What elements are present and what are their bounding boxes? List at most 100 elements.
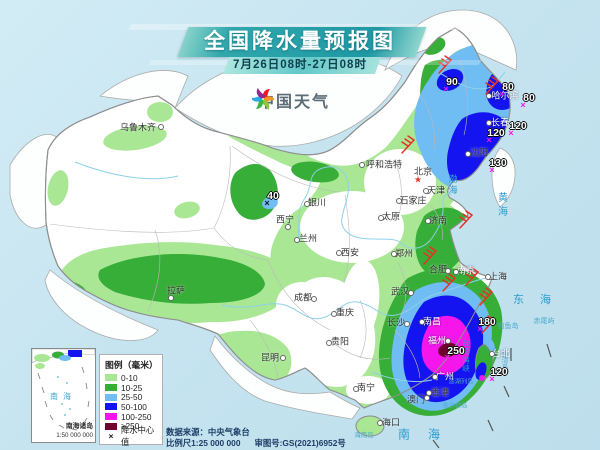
precip-center-value: 90 — [446, 76, 458, 88]
city-label: 呼和浩特 — [365, 159, 403, 170]
city-label: 沈阳 — [469, 147, 489, 158]
scale-and-approval: 比例尺1:25 000 000 审图号:GS(2021)6952号 — [166, 437, 346, 449]
map-scale: 比例尺1:25 000 000 — [166, 438, 241, 448]
legend-title: 图例（毫米） — [105, 360, 158, 370]
city-dot — [168, 295, 174, 301]
legend-item: 25-50 — [105, 392, 162, 402]
city-dot — [304, 201, 310, 207]
city-dot — [423, 188, 429, 194]
legend-label: 0-10 — [121, 372, 138, 383]
precip-center-value: 80 — [523, 92, 535, 104]
boundary-dash — [503, 385, 510, 398]
city-dot — [391, 251, 397, 257]
boundary-dash — [487, 419, 494, 432]
legend-label: ≥250 — [121, 421, 140, 432]
boundary-dash — [432, 439, 440, 449]
island-label: 赤尾屿 — [533, 318, 555, 325]
boundary-dash — [546, 343, 552, 358]
city-label: 南京 — [456, 265, 476, 276]
precip-center-marker: × — [499, 89, 505, 99]
city-dot — [486, 120, 492, 126]
city-label: 济南 — [428, 215, 448, 226]
city-label: 乌鲁木齐 — [119, 122, 157, 133]
precip-center-marker: × — [443, 84, 449, 94]
legend-label: 10-25 — [121, 382, 143, 393]
center-marker-label: 降水中心值 — [121, 424, 155, 447]
inset-mini-map — [32, 349, 95, 431]
city-dot — [432, 374, 438, 380]
city-label: 银川 — [307, 197, 327, 208]
foreign-land — [9, 9, 518, 420]
data-source: 数据来源：中央气象台 — [166, 427, 250, 437]
precip-center-value: 120 — [487, 127, 505, 139]
legend-label: 50-100 — [121, 401, 147, 412]
island-label: 钓鱼岛 — [497, 323, 519, 330]
southeast-rain-system — [378, 268, 503, 416]
precip-center-value: 120 — [490, 366, 508, 378]
sea-label: 台湾海峡 — [461, 339, 471, 373]
city-dot — [404, 321, 410, 327]
city-label: 上海 — [488, 271, 508, 282]
city-label: 台北 — [491, 348, 511, 359]
precip-center-value: 120 — [509, 120, 527, 132]
city-label: 贵阳 — [330, 336, 350, 347]
city-dot — [453, 269, 459, 275]
capital-label: 北京 — [413, 166, 433, 177]
city-dot — [359, 162, 365, 168]
legend-swatch — [105, 422, 117, 430]
city-dot — [353, 386, 359, 392]
city-dot — [378, 215, 384, 221]
city-dot — [377, 420, 383, 426]
precip-center-marker: × — [486, 135, 492, 145]
city-label: 兰州 — [298, 233, 318, 244]
city-label: 拉萨 — [166, 285, 186, 296]
city-dot — [326, 340, 332, 346]
city-label: 香港 — [430, 387, 450, 398]
precip-center-value: 80 — [502, 81, 514, 93]
city-label: 郑州 — [394, 248, 414, 259]
legend-swatch — [105, 393, 117, 401]
city-dot — [425, 218, 431, 224]
city-label: 福州 — [427, 335, 447, 346]
legend-swatch — [105, 384, 117, 392]
precip-center-marker: × — [264, 198, 270, 208]
city-label: 长沙 — [386, 317, 406, 328]
city-label: 西安 — [340, 247, 360, 258]
city-dot — [445, 268, 451, 274]
city-label: 澳门 — [406, 394, 426, 405]
china-weather-logo: 中国天气 — [252, 88, 330, 112]
city-dot — [465, 151, 471, 157]
city-label: 长春 — [490, 117, 510, 128]
legend-swatch — [105, 374, 117, 382]
city-label: 广州 — [435, 371, 455, 382]
city-dot — [336, 250, 342, 256]
legend-marker-row: × 降水中心值 — [105, 425, 162, 447]
city-dot — [311, 296, 317, 302]
precip-center-marker: × — [489, 165, 495, 175]
legend-items: 0-10 10-25 25-50 50-100 100-250 ≥250 — [105, 373, 162, 431]
inset-sea-label: 南海 — [50, 392, 76, 401]
city-label: 天津 — [426, 185, 446, 196]
city-dot — [486, 93, 492, 99]
sea-label: 黄海 — [495, 192, 507, 220]
precip-center-marker: × — [508, 128, 514, 138]
precipitation-fills — [47, 37, 511, 408]
sea-label: 南海 — [397, 427, 459, 442]
island-label: 海南岛 — [354, 432, 374, 439]
city-dot — [408, 290, 414, 296]
city-dot — [396, 198, 402, 204]
precip-center-marker: × — [520, 100, 526, 110]
precip-center-value: 250 — [447, 345, 465, 357]
city-dot — [280, 355, 286, 361]
city-label: 南宁 — [356, 382, 376, 393]
island-label: 台湾岛 — [500, 350, 507, 370]
city-label: 太原 — [381, 211, 401, 222]
city-label: 重庆 — [335, 307, 355, 318]
legend-swatch — [105, 413, 117, 421]
legend-swatch — [105, 403, 117, 411]
precip-center-value: 40 — [267, 190, 279, 202]
island-label: 东沙群岛 — [442, 402, 468, 410]
city-dot — [424, 395, 430, 401]
legend-box: 图例（毫米） 0-10 10-25 25-50 50-100 100-250 ≥250 ×… — [99, 354, 163, 447]
